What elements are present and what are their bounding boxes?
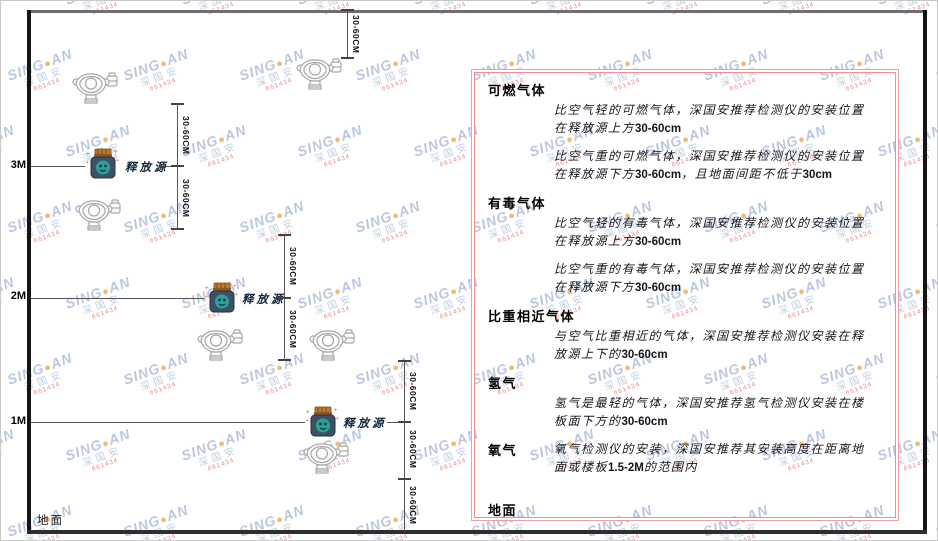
- dimension-tick: [341, 57, 354, 59]
- dimension-tick: [278, 359, 291, 361]
- release-source-icon: [204, 282, 239, 313]
- dimension-line: [177, 104, 178, 230]
- leader-line-3m: [31, 166, 85, 167]
- leader-line-2m: [31, 298, 204, 299]
- dimension-tick: [278, 234, 291, 236]
- dimension-tick: [341, 9, 354, 11]
- leader-connector-1m: [387, 422, 404, 423]
- height-marker-1m: 1M: [10, 415, 26, 427]
- panel-section-heading: 可燃气体: [488, 83, 547, 98]
- release-source-label: 释放源: [242, 294, 286, 306]
- panel-section: 比重相近气体与空气比重相近的气体，深国安推荐检测仪安装在释放源上下的30-60c…: [488, 306, 882, 373]
- dimension-label: 30-60CM: [408, 430, 418, 469]
- panel-section-heading: 有毒气体: [488, 196, 547, 211]
- panel-section-paragraph: 比空气重的可燃气体，深国安推荐检测仪的安装位置在释放源下方30-60cm，且地面…: [554, 149, 865, 181]
- gas-detector-icon: [72, 72, 118, 104]
- height-marker-2m: 2M: [10, 290, 26, 302]
- panel-section-paragraph: 比空气重的有毒气体，深国安推荐检测仪的安装位置在释放源下方30-60cm: [554, 262, 865, 294]
- gas-detector-icon: [309, 329, 355, 361]
- panel-section-heading: 比重相近气体: [488, 309, 576, 324]
- panel-section: 氢气氢气是最轻的气体，深国安推荐氢气检测仪安装在楼板面下方的30-60cm: [488, 373, 882, 440]
- info-panel-sections: 可燃气体 比空气轻的可燃气体，深国安推荐检测仪的安装位置在释放源上方30-60cm…: [488, 80, 882, 520]
- panel-section: 有毒气体 比空气轻的有毒气体，深国安推荐检测仪的安装位置在释放源上方30-60cm…: [488, 193, 882, 306]
- panel-section-paragraph: 比空气轻的有毒气体，深国安推荐检测仪的安装位置在释放源上方30-60cm: [554, 216, 865, 248]
- gas-detector-icon: [75, 199, 121, 231]
- leader-connector-3m: [162, 166, 177, 167]
- panel-section-paragraph: 与空气比重相近的气体，深国安推荐检测仪安装在释放源上下的30-60cm: [554, 329, 865, 361]
- dimension-label: 30-60CM: [351, 15, 361, 54]
- height-marker-3m: 3M: [10, 159, 26, 171]
- dimension-line: [347, 11, 348, 58]
- dimension-tick: [278, 297, 291, 299]
- dimension-tick: [171, 228, 184, 230]
- gas-detector-icon: [303, 442, 349, 474]
- dimension-label: 30-60CM: [408, 486, 418, 525]
- panel-section-paragraph: 氢气是最轻的气体，深国安推荐氢气检测仪安装在楼板面下方的30-60cm: [554, 396, 865, 428]
- dimension-tick: [398, 421, 411, 423]
- info-panel: 可燃气体 比空气轻的可燃气体，深国安推荐检测仪的安装位置在释放源上方30-60cm…: [471, 69, 899, 521]
- ground-label: 地面: [37, 515, 64, 527]
- panel-section-paragraph: 比空气轻的可燃气体，深国安推荐检测仪的安装位置在释放源上方30-60cm: [554, 103, 865, 135]
- ground-line: [27, 530, 927, 534]
- right-wall-line: [923, 10, 927, 534]
- release-source-icon: [305, 406, 340, 437]
- release-source-label: 释放源: [343, 418, 387, 430]
- dimension-label: 30-60CM: [181, 178, 191, 218]
- leader-line-1m: [31, 422, 305, 423]
- gas-detector-icon: [296, 58, 342, 90]
- dimension-label: 30-60CM: [288, 247, 298, 286]
- release-source-icon: [85, 148, 120, 179]
- panel-section: 可燃气体 比空气轻的可燃气体，深国安推荐检测仪的安装位置在释放源上方30-60cm…: [488, 80, 882, 193]
- panel-section-heading: 地面: [488, 503, 518, 518]
- dimension-label: 30-60CM: [181, 115, 191, 155]
- panel-section: 氧气 氧气检测仪的安装，深国安推荐其安装高度在距离地面或楼板1.5-2M的范围内: [488, 440, 882, 486]
- ceiling-line: [27, 10, 927, 13]
- left-wall-line: [27, 10, 31, 534]
- gas-detector-icon: [197, 329, 243, 361]
- dimension-label: 30-60CM: [408, 371, 418, 411]
- release-source-label: 释放源: [125, 162, 169, 174]
- dimension-tick: [171, 103, 184, 105]
- dimension-tick: [398, 478, 411, 480]
- dimension-tick: [398, 360, 411, 362]
- panel-section-heading: 氢气: [488, 376, 518, 391]
- panel-section: 地面检测仪地面间距，深国安推荐在30-60cm，且不得小于30cm，因为过低容易…: [488, 500, 882, 520]
- dimension-label: 30-60CM: [288, 310, 298, 349]
- dimension-line: [404, 361, 405, 532]
- dimension-tick: [171, 165, 184, 167]
- panel-section-paragraph: 氧气检测仪的安装，深国安推荐其安装高度在距离地面或楼板1.5-2M的范围内: [554, 442, 865, 474]
- panel-section-heading: 氧气: [488, 443, 518, 458]
